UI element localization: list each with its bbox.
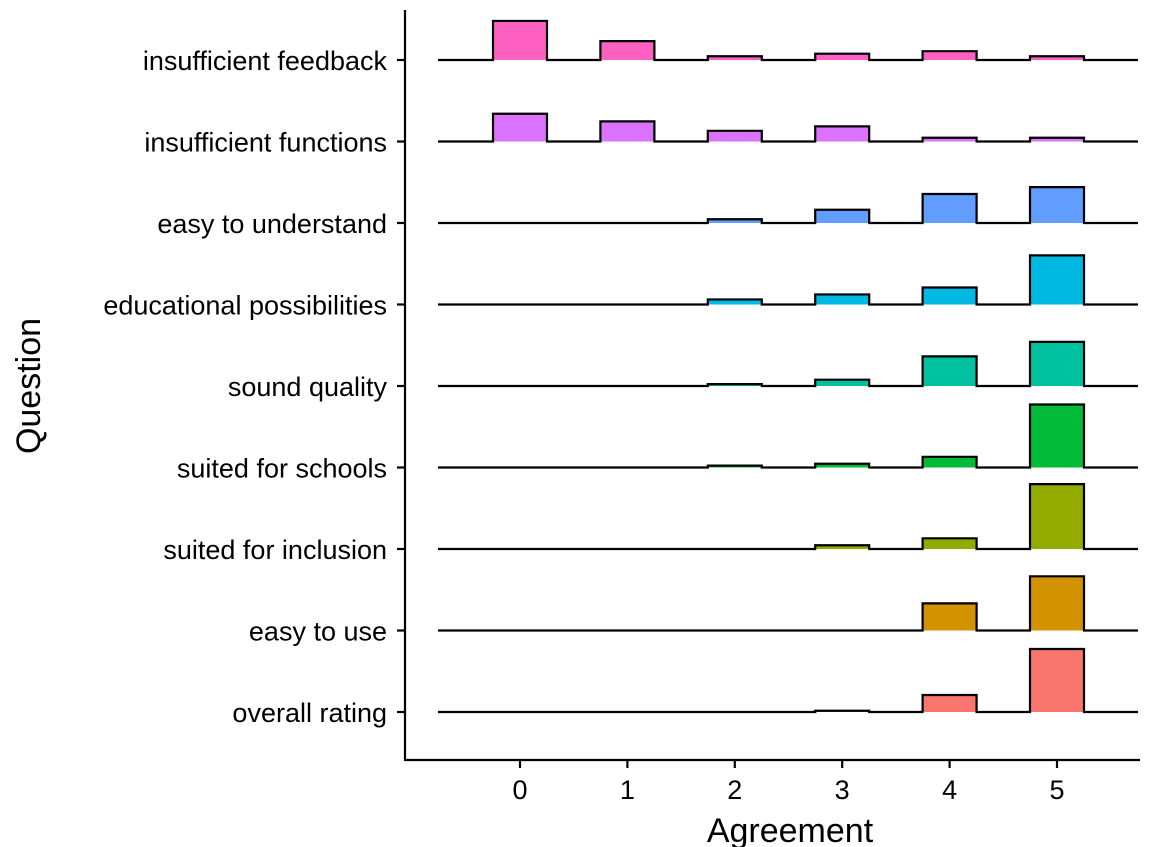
ridge-suited-for-schools [438,403,1138,469]
bar-easy-to-use-4 [922,603,977,631]
outline-suited-for-schools [438,403,1138,469]
bar-educational-possibilities-5 [1030,255,1084,305]
bar-insufficient-feedback-4 [922,51,977,60]
x-tick-label: 1 [620,775,635,805]
x-tick-label: 4 [942,775,957,805]
bar-insufficient-feedback-3 [815,53,870,60]
y-tick-label: suited for inclusion [163,535,387,565]
y-tick-label: educational possibilities [103,291,387,321]
bar-insufficient-functions-5 [1030,137,1084,142]
outline-easy-to-use [438,575,1138,632]
bar-suited-for-schools-3 [815,463,870,468]
bar-easy-to-use-5 [1030,576,1084,631]
bar-insufficient-functions-1 [600,121,655,142]
bar-easy-to-understand-5 [1030,187,1084,223]
ridge-overall-rating [438,647,1138,714]
ridge-sound-quality [438,340,1138,388]
x-tick-label: 0 [512,775,527,805]
bar-overall-rating-4 [922,694,977,712]
bar-educational-possibilities-2 [707,299,762,305]
y-tick-label: insufficient functions [144,128,387,158]
x-tick-label: 3 [835,775,850,805]
ridge-suited-for-inclusion [438,483,1138,551]
bar-insufficient-feedback-0 [493,20,547,60]
x-tick-label: 5 [1049,775,1064,805]
y-tick-label: easy to understand [157,209,387,239]
bar-insufficient-feedback-1 [600,41,655,60]
outline-overall-rating [438,647,1138,714]
bar-easy-to-understand-4 [922,194,977,223]
y-tick-label: overall rating [232,698,387,728]
x-ticks-group: 0 1 2 3 4 5 [512,760,1065,805]
y-tick-label: suited for schools [177,454,387,484]
bar-insufficient-functions-3 [815,126,870,142]
bar-suited-for-inclusion-4 [922,538,977,549]
bar-sound-quality-3 [815,379,870,386]
ridge-insufficient-functions [438,112,1138,143]
outline-insufficient-feedback [438,19,1138,62]
bar-overall-rating-5 [1030,649,1084,712]
y-ticks-group: overall rating easy to use suited for incl… [103,46,405,728]
outline-easy-to-understand [438,185,1138,225]
bar-suited-for-inclusion-5 [1030,484,1084,549]
ridge-easy-to-use [438,575,1138,632]
bar-insufficient-feedback-5 [1030,56,1084,60]
outline-insufficient-functions [438,112,1138,143]
bar-sound-quality-5 [1030,341,1084,386]
bar-easy-to-understand-3 [815,209,870,223]
bar-educational-possibilities-4 [922,287,977,305]
bar-suited-for-schools-5 [1030,404,1084,468]
outline-suited-for-inclusion [438,483,1138,551]
bar-suited-for-schools-4 [922,456,977,468]
x-tick-label: 2 [727,775,742,805]
bar-suited-for-inclusion-3 [815,545,870,549]
y-tick-label: easy to use [249,617,387,647]
ridges-group [438,19,1138,714]
y-axis-title: Question [10,318,48,454]
outline-sound-quality [438,340,1138,388]
ridge-easy-to-understand [438,185,1138,225]
x-axis-title: Agreement [707,812,874,847]
y-tick-label: sound quality [228,372,388,402]
bar-easy-to-understand-2 [707,219,762,223]
bar-insufficient-functions-0 [493,113,547,142]
y-tick-label: insufficient feedback [143,46,388,76]
bar-educational-possibilities-3 [815,294,870,305]
bar-insufficient-feedback-2 [707,56,762,60]
ridge-insufficient-feedback [438,19,1138,62]
bar-sound-quality-4 [922,356,977,386]
bar-insufficient-functions-4 [922,137,977,142]
ridge-educational-possibilities [438,254,1138,306]
outline-educational-possibilities [438,254,1138,306]
bar-insufficient-functions-2 [707,130,762,142]
